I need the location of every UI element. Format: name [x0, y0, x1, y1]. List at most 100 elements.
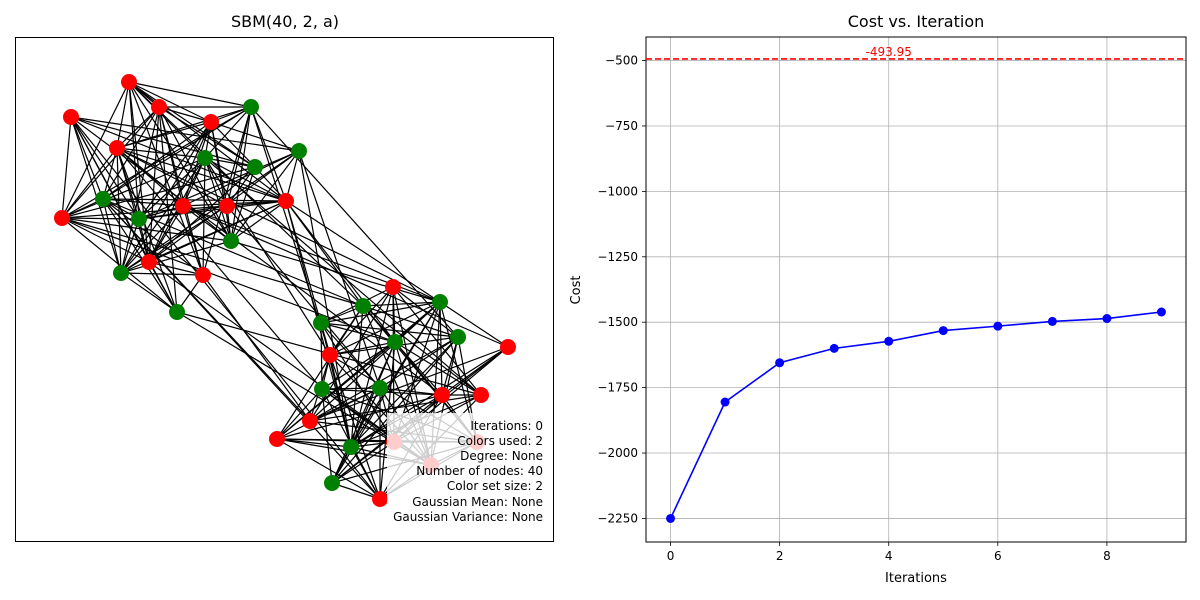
graph-edge — [61, 217, 178, 313]
graph-node — [372, 380, 388, 396]
info-number-of-nodes: Number of nodes: 40 — [416, 464, 543, 479]
graph-edge — [230, 240, 441, 303]
graph-edge — [61, 217, 396, 343]
graph-edge — [320, 322, 381, 389]
graph-edge — [120, 240, 232, 274]
graph-edge — [441, 336, 459, 396]
graph-node — [141, 254, 157, 270]
graph-info-legend: Iterations: 0 Colors used: 2 Degree: Non… — [387, 412, 543, 527]
y-tick-label: −500 — [605, 54, 638, 68]
graph-edge — [148, 106, 160, 263]
graph-edge — [204, 157, 228, 207]
cost-point — [720, 397, 730, 407]
chart-title: Cost vs. Iteration — [847, 12, 985, 31]
graph-node — [195, 267, 211, 283]
graph-edge — [128, 81, 212, 123]
graph-edge — [210, 121, 232, 242]
graph-node — [434, 387, 450, 403]
x-tick-label: 6 — [994, 549, 1002, 563]
graph-edge — [148, 261, 432, 466]
graph-edge — [298, 150, 352, 448]
graph-edge — [204, 157, 482, 396]
graph-edge — [116, 147, 441, 303]
graph-edge — [362, 305, 482, 396]
y-tick-label: −1750 — [597, 381, 638, 395]
graph-edge — [182, 205, 204, 276]
graph-edge — [61, 157, 206, 219]
cost-point — [884, 336, 894, 346]
graph-edge — [250, 106, 287, 202]
info-color-set-size: Color set size: 2 — [446, 479, 543, 494]
graph-edge — [116, 147, 287, 202]
y-tick-label: −1500 — [597, 315, 638, 329]
graph-edge — [102, 147, 118, 200]
graph-edge — [70, 116, 256, 168]
graph-node — [63, 109, 79, 125]
y-tick-label: −2000 — [597, 446, 638, 460]
graph-edge — [70, 116, 300, 152]
cost-point — [993, 321, 1003, 331]
graph-node — [131, 211, 147, 227]
graph-node — [113, 265, 129, 281]
graph-edge — [320, 301, 441, 324]
graph-node — [372, 491, 388, 507]
cost-point — [829, 343, 839, 353]
cost-point — [775, 358, 785, 368]
graph-edge — [329, 354, 352, 448]
chart-grid — [646, 37, 1186, 542]
graph-edge — [120, 272, 178, 313]
graph-node — [169, 304, 185, 320]
graph-edge — [321, 341, 396, 390]
graph-edge — [276, 438, 381, 500]
graph-edge — [285, 200, 441, 303]
cost-point — [1156, 307, 1166, 317]
y-tick-label: −1250 — [597, 250, 638, 264]
graph-node — [269, 431, 285, 447]
graph-edge — [320, 322, 396, 343]
graph-edge — [230, 200, 287, 242]
graph-node — [302, 413, 318, 429]
graph-node — [291, 143, 307, 159]
graph-edge — [276, 341, 396, 440]
x-tick-label: 2 — [776, 549, 784, 563]
info-iterations: Iterations: 0 — [470, 418, 543, 433]
chart-marks: -493.95 — [646, 45, 1186, 523]
graph-edge — [61, 106, 252, 219]
graph-edge — [102, 121, 212, 200]
graph-edge — [138, 150, 300, 220]
graph-edge — [116, 147, 232, 242]
graph-node — [432, 294, 448, 310]
graph-edge — [148, 261, 204, 276]
graph-node — [203, 114, 219, 130]
graph-node — [473, 387, 489, 403]
graph-edge — [61, 81, 130, 219]
y-tick-label: −1000 — [597, 184, 638, 198]
graph-edge — [276, 438, 352, 448]
graph-edge — [331, 482, 381, 500]
graph-edge — [204, 106, 252, 159]
graph-node — [387, 334, 403, 350]
graph-edge — [321, 388, 333, 484]
x-tick-label: 0 — [667, 549, 675, 563]
graph-edge — [120, 218, 140, 274]
graph-edge — [182, 121, 212, 207]
graph-edge — [210, 121, 300, 152]
graph-edge — [285, 200, 396, 343]
graph-edge — [276, 388, 323, 440]
graph-edge — [350, 446, 381, 500]
graph-edge — [102, 106, 252, 200]
graph-edge — [230, 150, 300, 242]
graph-edge — [61, 106, 160, 219]
graph-edge — [309, 301, 441, 422]
graph-edge — [102, 198, 204, 276]
graph-edge — [226, 205, 381, 389]
graph-node — [175, 198, 191, 214]
graph-edge — [226, 106, 252, 207]
graph-edge — [309, 336, 459, 422]
graph-node — [95, 191, 111, 207]
graph-edge — [362, 305, 459, 338]
graph-edge — [116, 106, 252, 149]
graph-panel: Iterations: 0 Colors used: 2 Degree: Non… — [15, 37, 554, 542]
graph-edge — [394, 341, 482, 396]
